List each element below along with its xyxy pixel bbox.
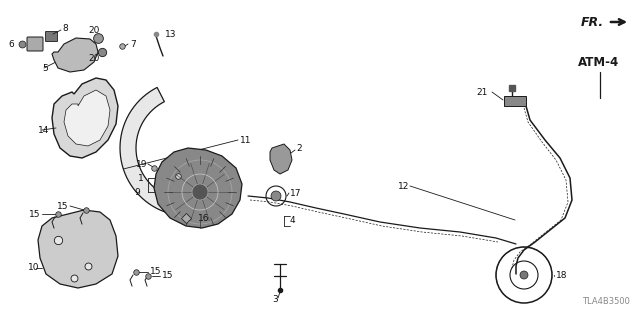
Text: 15: 15: [150, 268, 161, 276]
Polygon shape: [120, 87, 180, 215]
Text: 1: 1: [138, 173, 144, 182]
Text: 9: 9: [134, 188, 140, 196]
Text: 4: 4: [290, 215, 296, 225]
Circle shape: [192, 184, 208, 200]
Text: 20: 20: [88, 53, 99, 62]
Text: 7: 7: [130, 39, 136, 49]
Text: 20: 20: [88, 26, 99, 35]
Text: ATM-4: ATM-4: [578, 55, 620, 68]
Text: 6: 6: [8, 39, 14, 49]
Polygon shape: [270, 144, 292, 174]
Text: 2: 2: [296, 143, 301, 153]
Polygon shape: [38, 210, 118, 288]
Polygon shape: [154, 148, 242, 228]
Text: 14: 14: [38, 125, 49, 134]
Text: 16: 16: [198, 213, 209, 222]
Text: 3: 3: [272, 295, 278, 305]
Text: FR.: FR.: [581, 15, 604, 28]
Circle shape: [271, 191, 281, 201]
Text: 17: 17: [290, 188, 301, 197]
Text: 18: 18: [556, 271, 568, 281]
Text: 21: 21: [477, 87, 488, 97]
Text: 15: 15: [162, 271, 173, 281]
Text: 15: 15: [56, 202, 68, 211]
Text: 15: 15: [29, 210, 40, 219]
FancyBboxPatch shape: [504, 96, 526, 106]
Text: 19: 19: [136, 159, 147, 169]
Text: 10: 10: [28, 263, 40, 273]
Text: 5: 5: [42, 63, 48, 73]
Polygon shape: [52, 38, 98, 72]
Text: 8: 8: [62, 23, 68, 33]
FancyBboxPatch shape: [45, 31, 58, 42]
FancyBboxPatch shape: [27, 37, 43, 51]
Text: 12: 12: [398, 181, 410, 190]
Text: 11: 11: [240, 135, 252, 145]
Polygon shape: [52, 78, 118, 158]
Circle shape: [520, 271, 528, 279]
Text: 13: 13: [165, 29, 177, 38]
Text: TLA4B3500: TLA4B3500: [582, 297, 630, 306]
Polygon shape: [64, 90, 110, 146]
